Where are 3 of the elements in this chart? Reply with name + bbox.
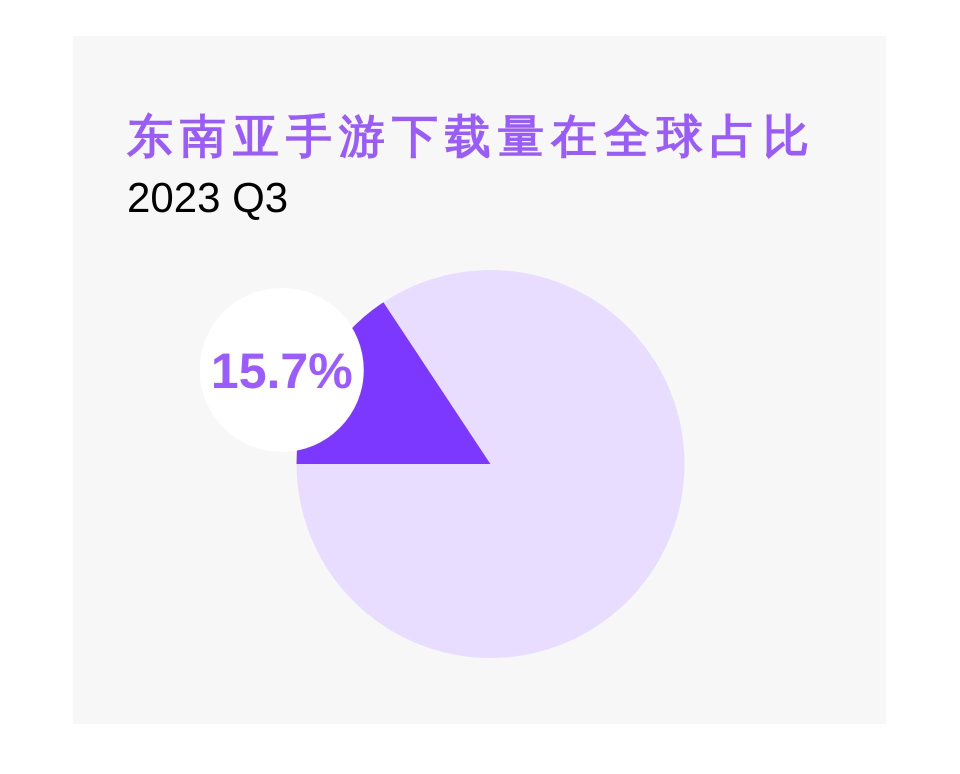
- chart-subtitle: 2023 Q3: [127, 174, 288, 221]
- data-label: 15.7%: [210, 342, 353, 399]
- chart-title: 东南亚手游下载量在全球占比: [126, 110, 816, 162]
